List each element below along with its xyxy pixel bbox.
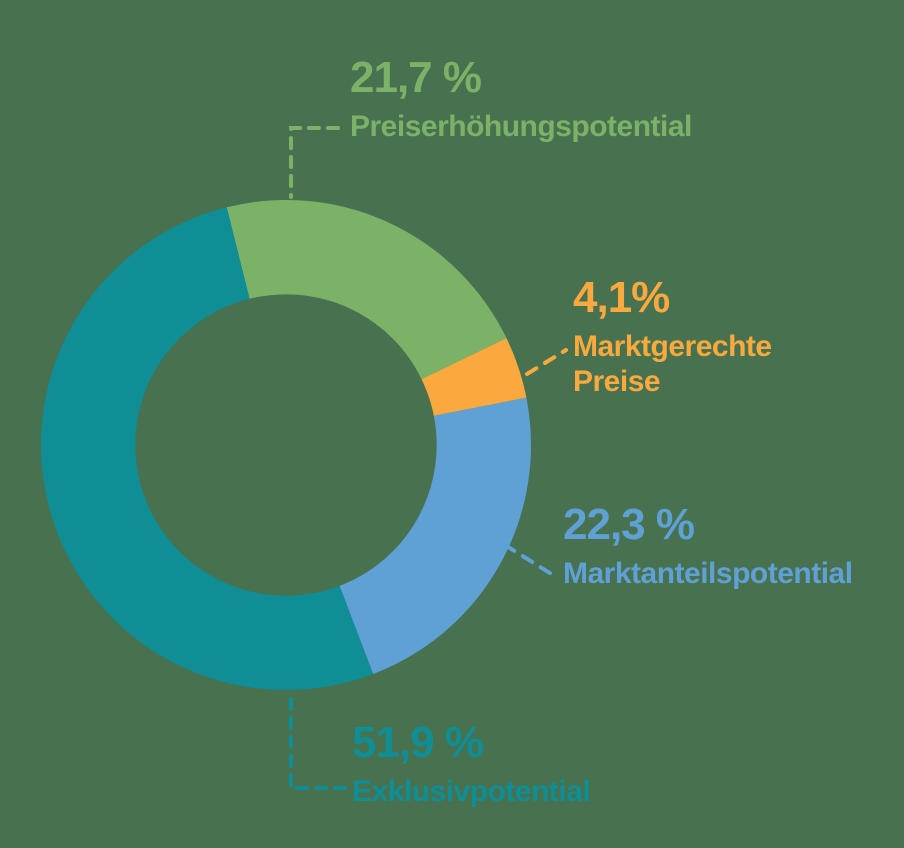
callout-marktanteilspotential: 22,3 % Marktanteilspotential [563, 503, 853, 591]
donut-segments [41, 200, 531, 690]
donut-segment-3 [41, 200, 531, 690]
connector-exklusivpotential [289, 697, 347, 790]
slice-name-line-2: Preise [573, 365, 661, 398]
slice-name-line-1: Marktgerechte [573, 330, 772, 363]
callout-marktgerechte-preise: 4,1% Marktgerechte Preise [573, 276, 772, 399]
connector-marktgerechte-preise [525, 348, 568, 376]
donut-segment-1 [41, 200, 531, 690]
callout-exklusivpotential: 51,9 % Exklusivpotential [352, 718, 591, 809]
connector-preiserhoehungspotential [289, 126, 340, 199]
slice-name-label: Marktanteilspotential [563, 557, 853, 590]
slice-value-label: 22,3 % [563, 500, 695, 549]
callout-preiserhoehungspotential: 21,7 % Preiserhöhungspotential [350, 56, 692, 144]
connector-marktanteilspotential [503, 543, 555, 577]
slice-value-label: 4,1% [573, 273, 670, 322]
slice-name-label: Preiserhöhungspotential [350, 110, 692, 143]
slice-name-label: Marktgerechte Preise [573, 329, 772, 399]
slice-value-label: 51,9 % [352, 718, 484, 767]
slice-name-label: Exklusivpotential [352, 775, 591, 808]
slice-value-label: 21,7 % [350, 53, 482, 102]
